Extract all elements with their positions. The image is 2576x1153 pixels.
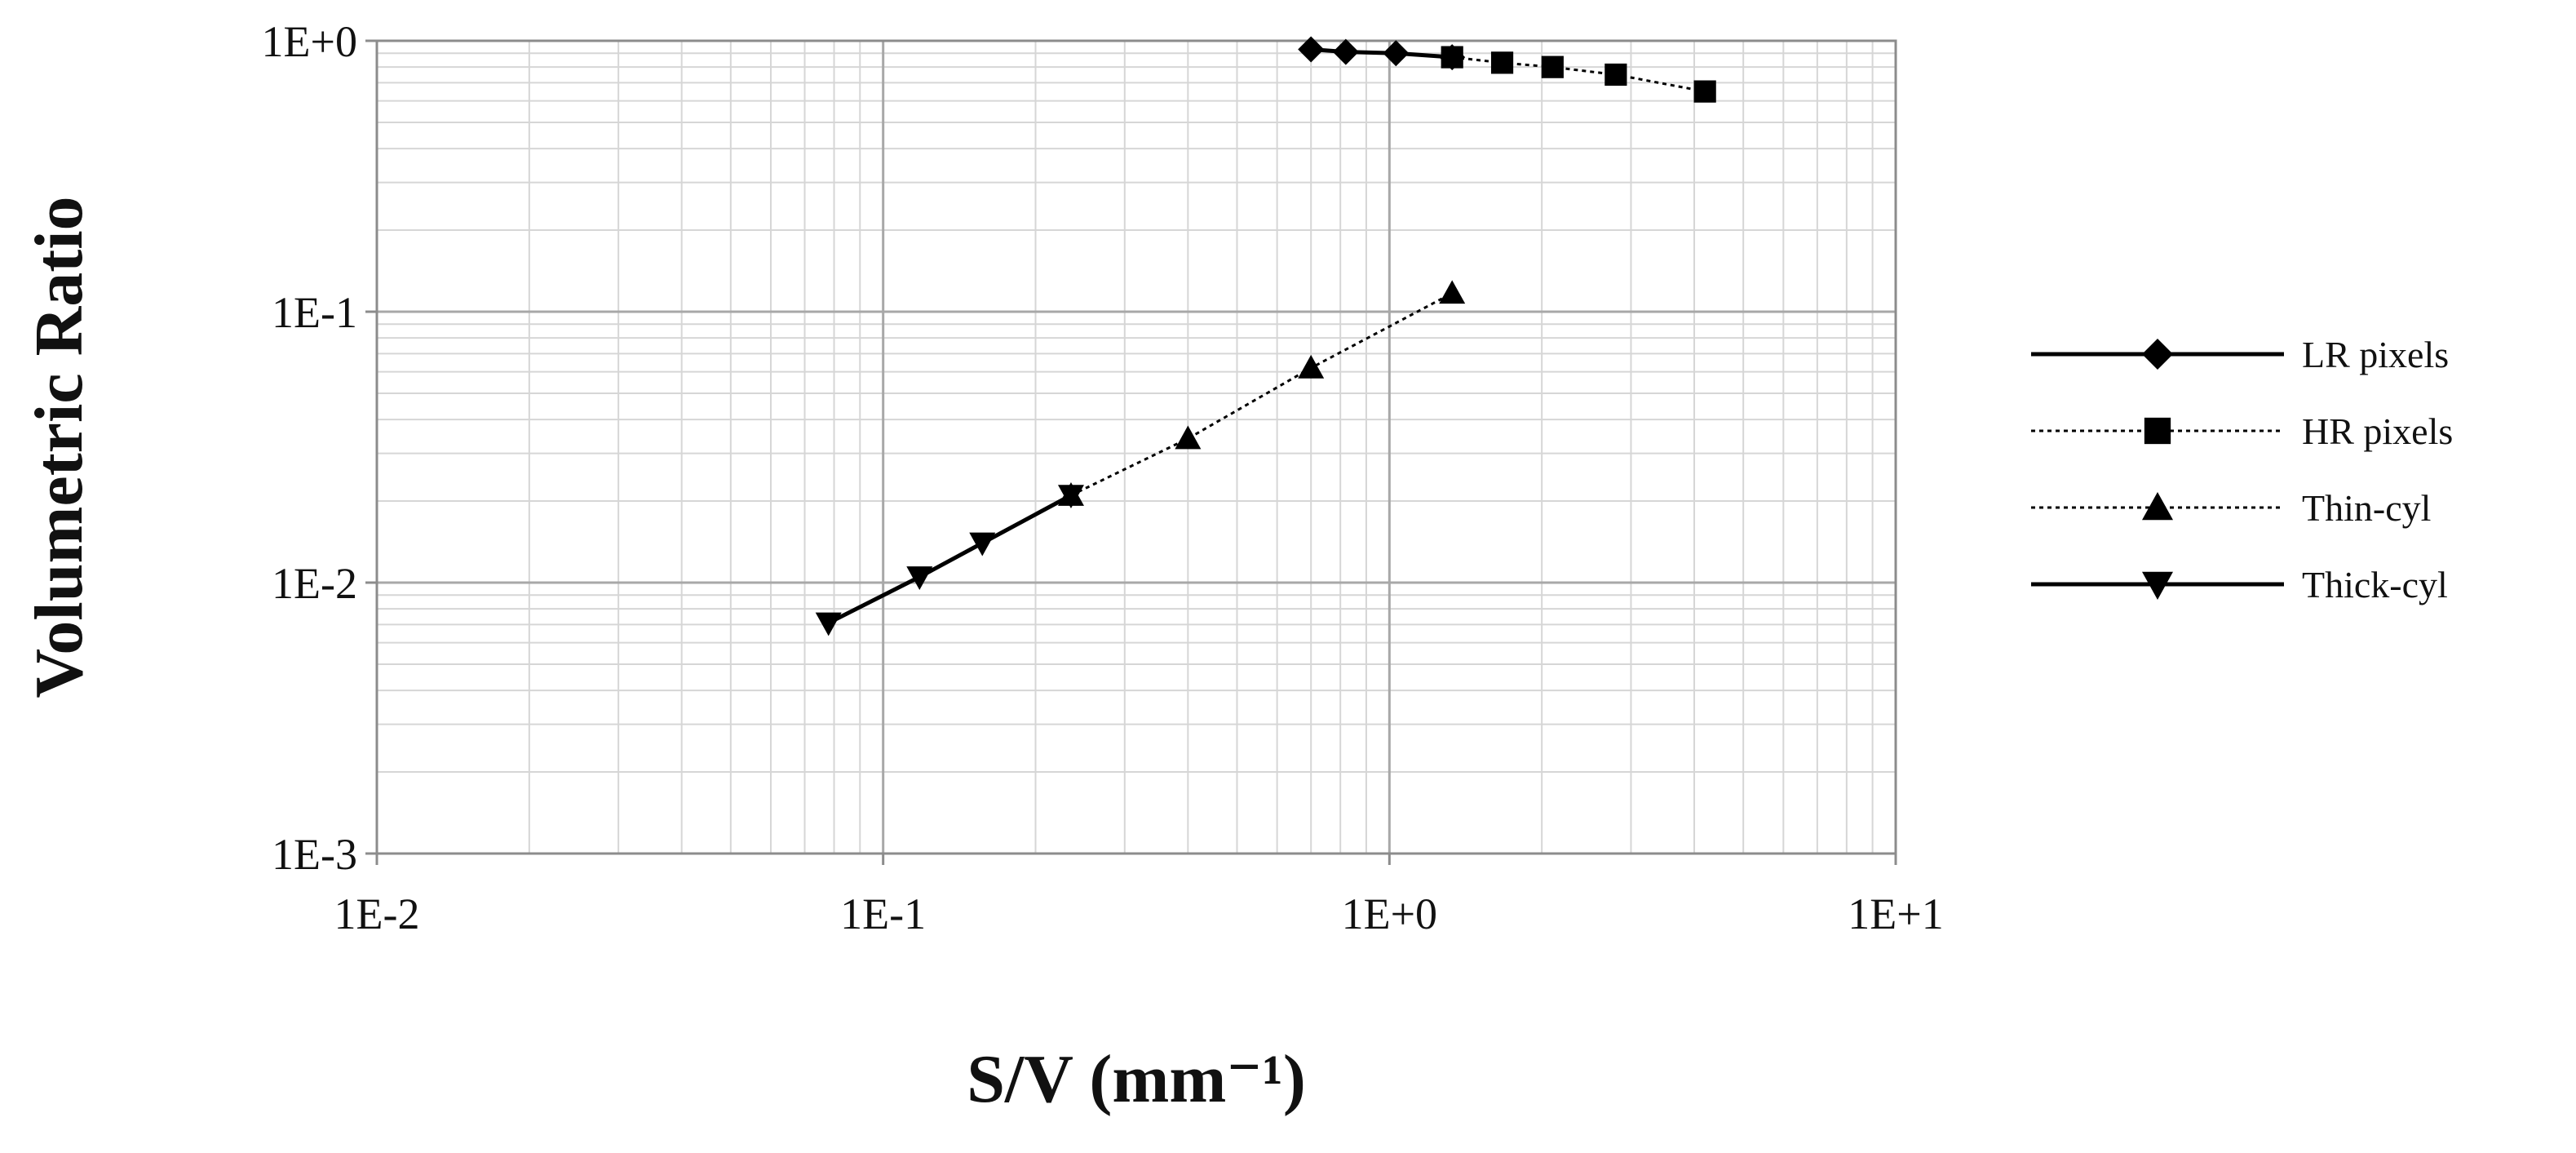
data-point-hr-pixels (1693, 80, 1716, 103)
grid (375, 39, 1897, 855)
x-tick-label: 1E-2 (334, 889, 420, 938)
y-tick-label: 1E-1 (272, 288, 357, 337)
data-point-thin-cyl (1298, 354, 1325, 379)
data-point-lr-pixels (1383, 40, 1410, 67)
series-line-hr-pixels (1452, 55, 1706, 93)
x-tick-label: 1E+1 (1848, 889, 1943, 938)
data-point-lr-pixels (1298, 36, 1325, 63)
data-point-thin-cyl (1439, 280, 1466, 304)
plot-frame (375, 39, 1897, 855)
data-point-thick-cyl (906, 566, 933, 590)
tick-labels: 1E-2 1E-1 1E+0 1E+1 1E-3 1E-2 1E-1 1E+0 (262, 17, 1944, 938)
legend-marker-thin-cyl (2142, 492, 2173, 521)
data-point-thick-cyl (969, 532, 996, 557)
legend-marker-thick-cyl (2142, 571, 2173, 600)
legend-marker-lr-pixels (2142, 339, 2173, 370)
data-point-thick-cyl (1057, 485, 1084, 509)
x-tick-label: 1E+0 (1342, 889, 1437, 938)
legend-marker-hr-pixels (2144, 417, 2171, 445)
series-line-thick-cyl (827, 493, 1073, 625)
y-axis-title: Volumetric Ratio (21, 196, 97, 698)
y-tick-label: 1E-3 (272, 830, 357, 879)
x-tick-label: 1E-1 (840, 889, 926, 938)
series-line-thin-cyl (1070, 292, 1453, 497)
legend-item-thick-cyl: Thick-cyl (2031, 564, 2448, 605)
y-tick-label: 1E-2 (272, 559, 357, 608)
data-point-hr-pixels (1541, 55, 1564, 78)
series-thick-cyl (815, 485, 1084, 636)
legend: LR pixels HR pixels Thin-cyl Thick-cyl (2031, 334, 2453, 605)
legend-label-thick-cyl: Thick-cyl (2302, 564, 2448, 605)
data-point-hr-pixels (1604, 63, 1627, 86)
legend-item-thin-cyl: Thin-cyl (2031, 487, 2431, 529)
data-point-thin-cyl (1175, 425, 1202, 450)
data-point-hr-pixels (1490, 51, 1514, 74)
legend-item-hr-pixels: HR pixels (2031, 410, 2453, 452)
legend-item-lr-pixels: LR pixels (2031, 334, 2449, 375)
y-tick-label: 1E+0 (262, 17, 357, 66)
legend-label-thin-cyl: Thin-cyl (2302, 487, 2431, 529)
series-line-lr-pixels (1311, 47, 1453, 60)
x-axis-title: S/V (mm⁻¹) (967, 1041, 1306, 1117)
series-lr-pixels (1298, 36, 1466, 71)
data-point-lr-pixels (1332, 38, 1359, 65)
data-point-hr-pixels (1441, 46, 1463, 69)
series-hr-pixels (1441, 46, 1716, 103)
data-point-thick-cyl (815, 612, 842, 636)
series-layer (815, 36, 1716, 636)
legend-label-lr-pixels: LR pixels (2302, 334, 2449, 375)
legend-label-hr-pixels: HR pixels (2302, 410, 2453, 452)
